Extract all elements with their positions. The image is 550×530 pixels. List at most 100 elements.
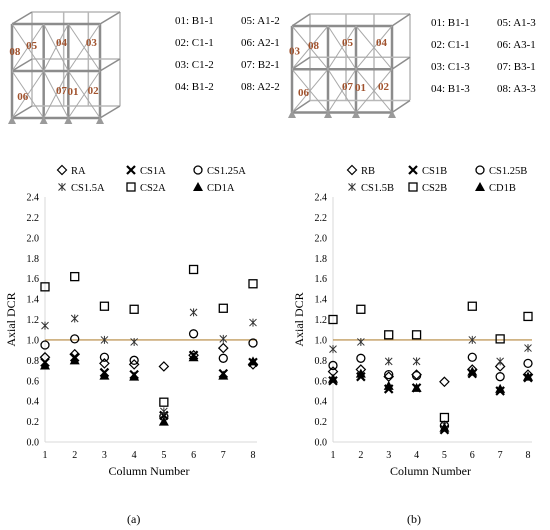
data-point	[70, 271, 80, 282]
data-point	[467, 301, 477, 311]
y-tick-label: 1.2	[315, 315, 328, 326]
legend-label: CD1B	[489, 183, 516, 194]
data-point	[524, 344, 532, 353]
x-axis-title: Column Number	[390, 464, 471, 478]
model-a-label: 07: B2-1	[241, 59, 280, 71]
data-point	[248, 279, 258, 289]
model-b-label: 02: C1-1	[431, 39, 470, 51]
series-cs2a	[40, 264, 258, 407]
frame-tag: 01	[355, 82, 366, 94]
x-tick-label: 5	[442, 450, 447, 461]
legend-label: RB	[361, 166, 375, 177]
data-point	[467, 352, 477, 362]
x-tick-label: 8	[251, 450, 256, 461]
legend-label: CS1.25A	[207, 166, 246, 177]
legend-label: CS1A	[140, 166, 166, 177]
y-tick-label: 0.2	[27, 417, 40, 428]
data-point	[328, 314, 338, 325]
legend-marker	[346, 164, 358, 176]
data-point	[355, 368, 366, 378]
data-point	[496, 357, 504, 366]
series-ra	[39, 342, 259, 372]
series-cd1b	[328, 366, 533, 432]
model-b-label: 04: B1-3	[431, 83, 470, 95]
series-cd1a	[40, 352, 258, 426]
data-point	[218, 353, 228, 363]
y-tick-label: 0.4	[27, 397, 40, 408]
frame-tag: 02	[88, 85, 100, 97]
data-point	[328, 360, 338, 371]
model-b-label: 01: B1-1	[431, 17, 470, 29]
data-point	[412, 357, 421, 366]
model-b-label-list: 01: B1-1 05: A1-3 02: C1-1 06: A3-1 03: …	[431, 12, 550, 100]
frame-tag: 02	[378, 81, 390, 93]
frame-tag: 06	[17, 91, 29, 103]
data-point	[129, 371, 140, 381]
data-point	[99, 358, 110, 369]
y-tick-label: 2.4	[27, 193, 40, 204]
model-a-label: 08: A2-2	[241, 81, 280, 93]
series-cs1-25b	[328, 352, 533, 431]
y-tick-label: 1.2	[27, 315, 40, 326]
legend-label: RA	[71, 166, 86, 177]
data-point	[248, 338, 258, 348]
data-point	[468, 335, 477, 344]
data-point	[189, 308, 198, 317]
series-cs2b	[328, 301, 533, 423]
legend-marker	[475, 182, 485, 191]
chart-legend: RB CS1B CS1.25B CS1.5B CS2B CD1B	[346, 164, 527, 194]
frame-tag: 04	[56, 37, 68, 49]
series-cs1-5a	[41, 308, 257, 416]
frame-tag: 07	[56, 85, 68, 97]
y-tick-label: 1.0	[315, 335, 328, 346]
data-point	[219, 334, 228, 343]
data-point	[439, 376, 450, 388]
data-point	[249, 318, 257, 327]
y-tick-label: 1.6	[27, 274, 40, 285]
y-tick-label: 1.4	[315, 295, 328, 306]
legend-marker	[126, 182, 136, 192]
legend-label: CS2A	[140, 183, 166, 194]
model-a-label: 05: A1-2	[241, 15, 280, 27]
data-point	[384, 369, 394, 380]
model-b-label: 06: A3-1	[497, 39, 536, 51]
frame-tag: 07	[342, 81, 354, 93]
model-a-label: 04: B1-2	[175, 81, 214, 93]
frame-model-a: 05 04 03 08 06 07 01 02	[8, 11, 121, 124]
series-cs1-5b	[329, 335, 532, 429]
caption-a: (a)	[127, 512, 141, 526]
data-point	[99, 370, 110, 380]
data-point	[188, 352, 199, 362]
data-point	[70, 334, 80, 344]
x-tick-label: 6	[470, 450, 475, 461]
legend-marker	[193, 182, 203, 191]
legend-marker	[56, 164, 68, 176]
model-b-label: 03: C1-3	[431, 61, 470, 73]
y-tick-label: 1.4	[27, 295, 40, 306]
data-point	[70, 314, 79, 323]
data-point	[328, 373, 338, 383]
data-point	[384, 330, 394, 340]
y-tick-label: 0.8	[315, 356, 328, 367]
x-tick-label: 2	[72, 450, 77, 461]
x-tick-label: 3	[386, 450, 391, 461]
data-point	[383, 380, 394, 390]
frame-tag: 03	[289, 45, 301, 57]
model-a-label-list: 01: B1-1 05: A1-2 02: C1-1 06: A2-1 03: …	[175, 10, 301, 98]
data-point	[69, 355, 80, 365]
y-tick-label: 2.0	[27, 233, 40, 244]
data-point	[158, 361, 170, 372]
data-point	[357, 337, 365, 346]
caption-b: (b)	[407, 512, 421, 526]
y-axis-title: Axial DCR	[4, 292, 18, 346]
data-point	[356, 353, 366, 363]
frame-model-b: 08 05 04 03 06 07 01 02	[288, 13, 411, 118]
data-point	[495, 372, 505, 382]
data-point	[129, 304, 139, 314]
y-tick-label: 0.8	[27, 356, 40, 367]
legend-marker	[408, 165, 418, 175]
frame-tag: 05	[342, 37, 354, 49]
frame-tag: 03	[86, 37, 98, 49]
